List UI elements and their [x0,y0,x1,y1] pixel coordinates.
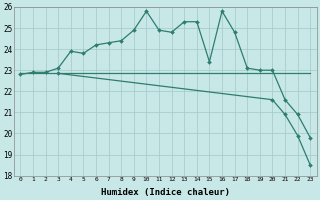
X-axis label: Humidex (Indice chaleur): Humidex (Indice chaleur) [101,188,230,197]
